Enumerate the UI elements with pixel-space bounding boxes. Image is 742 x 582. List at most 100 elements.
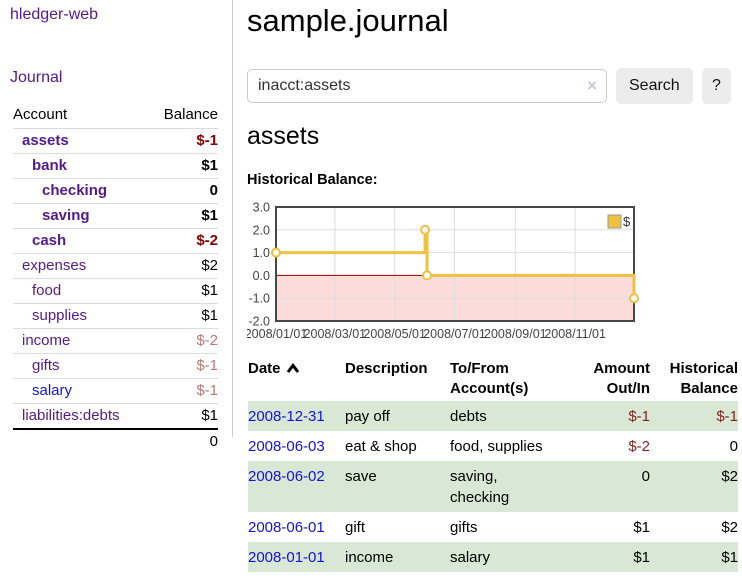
main-content: sample.journal × Search ? assets Histori… [247,0,742,582]
transaction-accounts: food, supplies [450,438,543,455]
account-balance: $-1 [148,378,218,404]
account-row: expenses $2 [13,253,218,279]
description-column-header: Description [345,360,428,377]
account-link[interactable]: food [32,282,62,299]
search-input[interactable] [247,69,607,103]
transaction-balance: $2 [721,519,738,536]
historical-balance-chart[interactable]: $3.0 2.0 1.0 0.0 -1.0 -2.02008/01/012008/03/0… [247,201,742,349]
transaction-date-link[interactable]: 2008-01-01 [248,549,325,566]
transaction-date-link[interactable]: 2008-06-02 [248,468,325,485]
account-link[interactable]: expenses [22,257,87,274]
accounts-header-row: Account Balance [13,103,218,129]
x-axis-tick-label: 2008/07/01 [423,327,486,341]
transaction-row: 2008-06-03 eat & shop food, supplies $-2 0 [248,431,738,461]
y-axis-tick-label: -2.0 [248,315,270,329]
x-axis-tick-label: 2008/03/01 [304,327,367,341]
account-balance: $-1 [148,353,218,379]
account-balance: $1 [148,278,218,304]
spacer [13,428,149,454]
account-balance: $1 [148,153,218,179]
accounts-column-header: Account [13,106,68,123]
transaction-description: eat & shop [345,438,417,455]
transactions-header-row: Date Description To/From Account(s) Amou… [248,357,738,401]
transaction-date-cell: 2008-12-31 [248,401,345,431]
account-link[interactable]: assets [22,132,69,149]
balance-column-header: Balance [163,106,218,123]
sort-ascending-icon[interactable] [286,363,300,373]
account-link[interactable]: saving [42,207,90,224]
transaction-accounts: debts [450,401,583,431]
account-row: salary $-1 [13,378,218,404]
transaction-balance: $-1 [650,401,738,431]
data-point-marker [420,224,431,235]
date-column-label: Date [248,360,281,377]
transaction-row: 2008-06-01 gift gifts $1 $2 [248,512,738,542]
transaction-date-cell: 2008-06-02 [248,461,345,512]
accounts-column-header: To/From Account(s) [450,360,529,397]
account-row: bank $1 [13,153,218,179]
account-row: checking 0 [13,178,218,204]
y-axis-tick-label: 0.0 [253,269,270,283]
account-link[interactable]: supplies [32,307,88,324]
transaction-date-link[interactable]: 2008-06-03 [248,438,325,455]
y-axis-tick-label: -1.0 [248,292,270,306]
account-heading: assets [247,122,320,150]
account-row: liabilities:debts $1 [13,403,218,429]
app-title-link[interactable]: hledger-web [10,6,99,23]
account-balance: $1 [148,303,218,329]
transaction-date-cell: 2008-06-03 [248,431,345,461]
x-axis-tick-label: 2008/09/01 [484,327,547,341]
account-row: saving $1 [13,203,218,229]
account-row: supplies $1 [13,303,218,329]
data-point-marker [629,293,639,304]
accounts-table: Account Balance assets $-1 bank $1 checking 0… [13,103,218,454]
transaction-description: income [345,542,450,572]
search-form: × Search ? [247,68,742,106]
x-axis-tick-label: 2008/01/01 [247,327,307,341]
search-button[interactable]: Search [616,68,693,104]
accounts-total-balance: 0 [148,428,218,454]
transaction-description: pay off [345,401,450,431]
transaction-balance: $1 [650,542,738,572]
data-point-marker [422,270,433,281]
transaction-accounts: salary [450,542,583,572]
transaction-description: save [345,461,450,512]
account-link[interactable]: gifts [32,357,60,374]
transaction-amount: 0 [583,461,650,512]
transaction-accounts: saving, checking [450,461,583,512]
account-link[interactable]: liabilities:debts [22,407,120,424]
account-link[interactable]: income [22,332,71,349]
search-input-wrap: × [247,69,607,103]
date-column-header[interactable]: Date [248,357,345,401]
y-axis-tick-label: 1.0 [253,246,270,260]
account-balance: $-1 [148,128,218,154]
account-link[interactable]: salary [32,382,73,399]
account-link[interactable]: bank [32,157,68,174]
transaction-date-link[interactable]: 2008-12-31 [248,408,325,425]
chart-title: Historical Balance: [247,172,378,188]
x-axis-tick-label: 2008/11/01 [544,327,606,341]
amount-column-header: Amount Out/In [593,360,650,397]
account-row: food $1 [13,278,218,304]
transaction-amount: $-1 [583,401,650,431]
x-axis-tick-label: 2008/05/01 [363,327,426,341]
page-title: sample.journal [247,3,449,38]
account-row: gifts $-1 [13,353,218,379]
account-balance: $1 [148,403,218,429]
account-link[interactable]: checking [42,182,108,199]
transaction-balance: $2 [650,461,738,512]
journal-link[interactable]: Journal [10,69,63,86]
account-balance: 0 [148,178,218,204]
transaction-date-cell: 2008-06-01 [248,512,345,542]
account-link[interactable]: cash [32,232,67,249]
help-button[interactable]: ? [702,68,731,104]
account-balance: $2 [148,253,218,279]
clear-search-icon[interactable]: × [587,76,597,95]
account-balance: $-2 [148,328,218,354]
transaction-date-cell: 2008-01-01 [248,542,345,572]
transaction-amount: $1 [633,519,650,536]
transaction-date-link[interactable]: 2008-06-01 [248,519,325,536]
transaction-row: 2008-06-02 save saving, checking 0 $2 [248,461,738,512]
transaction-balance: 0 [729,438,738,455]
account-balance: $1 [148,203,218,229]
